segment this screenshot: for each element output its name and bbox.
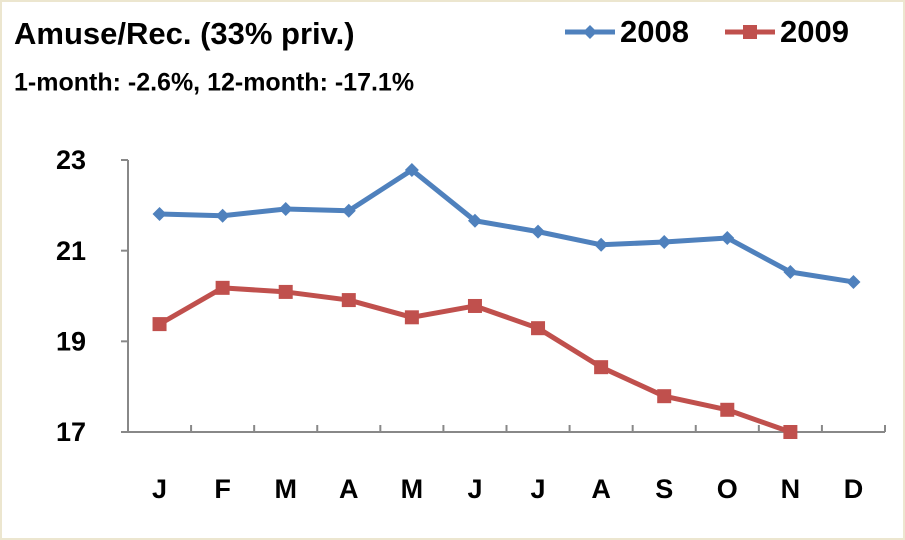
legend-marker [743, 25, 757, 39]
chart-subtitle: 1-month: -2.6%, 12-month: -17.1% [14, 69, 414, 97]
data-point [152, 317, 167, 332]
y-tick-label: 17 [56, 417, 86, 447]
x-tick-label: N [781, 474, 801, 504]
x-tick-label: M [401, 474, 424, 504]
data-point [783, 425, 798, 439]
data-point [594, 360, 609, 375]
data-point [467, 213, 482, 228]
x-tick-label: J [467, 474, 482, 504]
legend-marker [583, 25, 597, 39]
y-tick-label: 23 [56, 145, 86, 175]
x-tick-label: A [591, 474, 611, 504]
data-point [278, 284, 293, 299]
y-tick-label: 21 [56, 236, 86, 266]
y-tick-label: 19 [56, 326, 86, 356]
data-point [341, 293, 356, 308]
x-tick-label: O [717, 474, 738, 504]
data-point [404, 310, 419, 325]
x-tick-label: J [152, 474, 167, 504]
data-point [278, 201, 293, 216]
data-point [657, 235, 672, 250]
data-point [152, 206, 167, 221]
data-point [783, 264, 798, 279]
data-point [720, 402, 735, 417]
data-point [720, 230, 735, 245]
x-tick-label: J [531, 474, 546, 504]
data-point [594, 237, 609, 252]
x-tick-label: A [339, 474, 359, 504]
data-point [531, 321, 546, 336]
data-point [341, 203, 356, 218]
data-point [215, 208, 230, 223]
chart-title: Amuse/Rec. (33% priv.) [14, 16, 355, 51]
x-tick-label: S [655, 474, 673, 504]
data-point [404, 162, 419, 177]
data-point [467, 298, 482, 313]
series-line [159, 167, 854, 285]
x-tick-label: D [844, 474, 864, 504]
legend-label: 2008 [620, 14, 689, 49]
data-point [846, 274, 861, 289]
data-point [215, 280, 230, 295]
x-tick-label: M [274, 474, 297, 504]
data-point [657, 389, 672, 404]
data-point [531, 224, 546, 239]
legend-label: 2009 [780, 14, 849, 49]
x-tick-label: F [214, 474, 231, 504]
